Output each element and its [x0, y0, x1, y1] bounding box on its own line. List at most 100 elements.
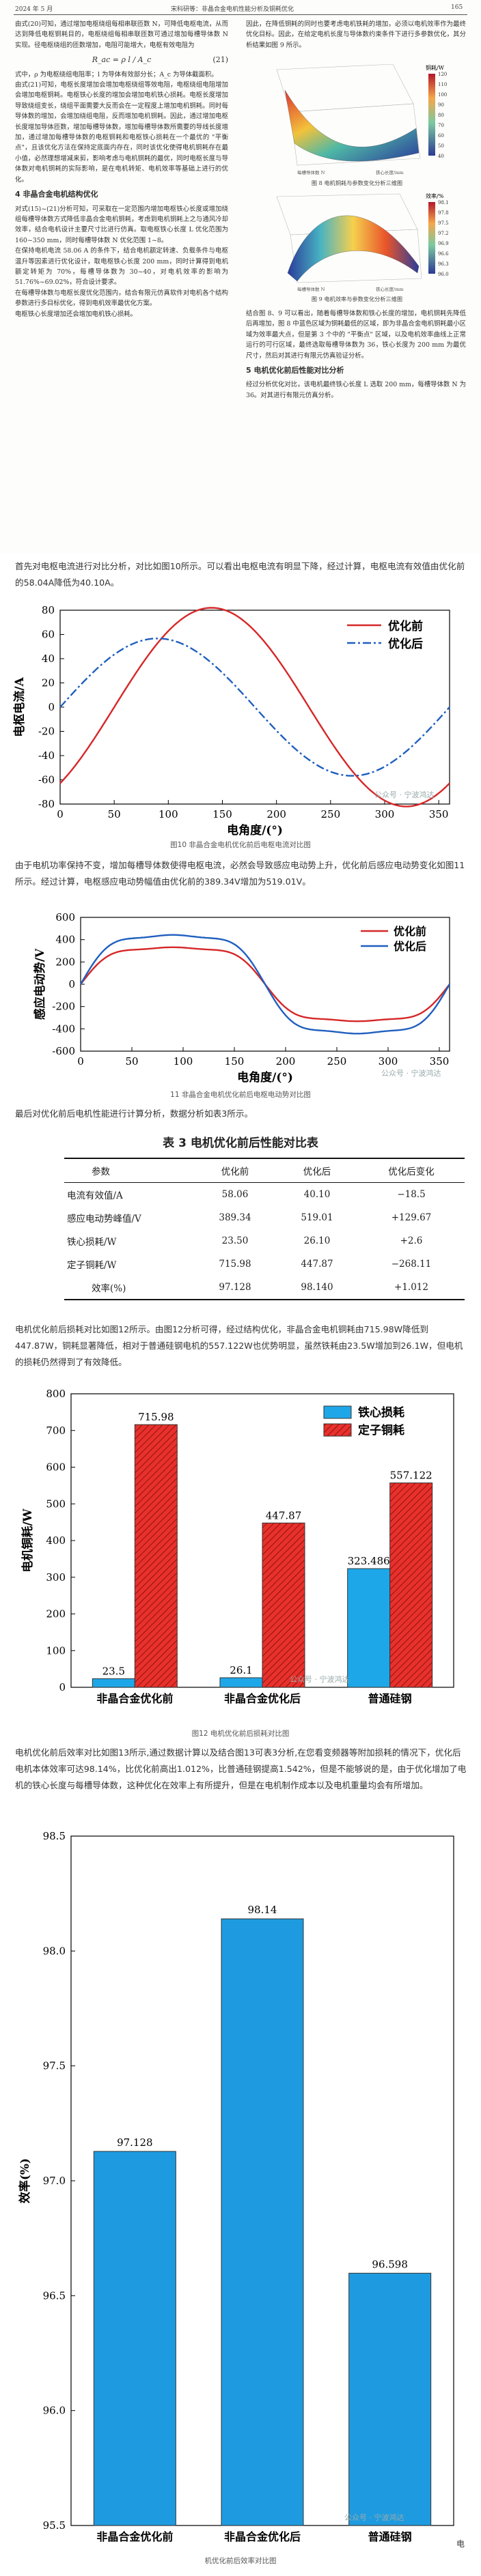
x-tick-label: 100: [159, 808, 178, 820]
y-tick-label: 98.5: [43, 1830, 66, 1842]
fig13-caption: 机优化前后效率对比图: [204, 2557, 277, 2565]
y-tick-label: -600: [52, 1045, 75, 1057]
fig9-x-axis-label: 每槽导体数 N: [297, 286, 325, 292]
colorbar-tick-label: 100: [438, 92, 447, 98]
bar-value-label: 96.598: [372, 2258, 408, 2270]
x-tick-label: 250: [327, 1055, 347, 1068]
table3-cell: 389.34: [219, 1212, 251, 1223]
fig9-y-axis-label: 铁心长度/mm: [376, 286, 404, 292]
fig8-box-front: [290, 103, 421, 166]
table3-row: 效率(%) 97.128 98.140 +1.012: [64, 1276, 465, 1299]
bar-iron-loss: [92, 1678, 135, 1688]
fig10-plot-group: 0 50 100 150 200 250 300 350 -80 -60 -40 -20 0 20 40 60…: [12, 604, 450, 838]
fig13-plot-group: 95.5 96.0 96.5 97.0 97.5 98.0 98.5 效率(%) 97.128 非…: [18, 1830, 454, 2543]
category-label: 非晶合金优化后: [224, 1692, 301, 1705]
colorbar-tick-label: 110: [438, 82, 447, 87]
fig12-loss-chart: 0 100 200 300 400 500 600 700 800 电机铜耗/W 非晶合金优化前 23…: [20, 1388, 454, 1705]
x-tick-label: 150: [212, 808, 232, 820]
equation-number: (21): [212, 55, 228, 65]
legend-label: 优化后: [394, 940, 426, 953]
y-tick-label: 97.5: [43, 2060, 66, 2072]
fig8-colorbar: [428, 74, 435, 156]
legend-label: 优化前: [394, 925, 426, 938]
fig8-colorbar-labels: 120 110 100 90 80 70 60 50 40: [438, 72, 447, 159]
bar-value-label: 98.14: [248, 1904, 277, 1916]
bar-iron-loss: [219, 1677, 263, 1688]
fig11-plot-group: 0 50 100 150 200 250 300 350 -600 -400 -200 0 200 400…: [33, 911, 451, 1085]
colorbar-tick-label: 120: [438, 72, 447, 77]
category-label: 普通硅钢: [368, 1692, 412, 1705]
bar-value-label: 97.128: [117, 2136, 153, 2149]
fig9-colorbar-labels: 98.1 97.8 97.5 97.2 96.9 96.6 96.3 96.0: [438, 200, 449, 277]
x-tick-label: 250: [321, 808, 341, 820]
table3-header-cell: 优化后变化: [388, 1167, 435, 1177]
y-tick-label: 100: [46, 1644, 66, 1657]
table3-header-cell: 参数: [92, 1167, 110, 1177]
fig8-surface: [284, 89, 420, 162]
y-tick-label: 400: [46, 1534, 66, 1547]
x-tick-label: 100: [174, 1055, 193, 1068]
table3-cell: 铁心损耗/W: [67, 1237, 117, 1248]
table3-row: 感应电动势峰值/V 389.34 519.01 +129.67: [64, 1206, 465, 1229]
y-tick-label: 60: [42, 629, 55, 641]
category-label: 非晶合金优化后: [224, 2530, 301, 2543]
table3-row: 电流有效值/A 58.06 40.10 −18.5: [64, 1183, 465, 1206]
y-tick-label: 700: [46, 1425, 66, 1437]
y-tick-label: -400: [52, 1022, 75, 1035]
fig8-caption: 图 8 电机铜耗与参数变化分析三维图: [311, 180, 403, 186]
legend-swatch: [323, 1423, 352, 1437]
series-line-after: [59, 638, 450, 777]
table3-cell: 97.128: [219, 1282, 251, 1293]
table3-bottom-rule: [64, 1299, 465, 1300]
fig8-x-axis-label: 每槽导体数 N: [297, 169, 325, 175]
header-title: 宋科研等：非晶合金电机性能分析及铜耗优化: [171, 6, 294, 13]
y-axis-label: 电机铜耗/W: [20, 1508, 35, 1572]
header-rule: [14, 14, 467, 15]
table3-cell: 519.01: [301, 1212, 333, 1223]
section-5-heading: 5 电机优化前后性能对比分析: [246, 366, 344, 375]
y-tick-label: 500: [46, 1498, 66, 1510]
left-paragraph-6: 在每槽导体数与电枢长度优化范围内，结合有限元仿真软件对电机各个结构参数进行多目标…: [15, 289, 228, 308]
bar-value-label: 323.486: [348, 1555, 390, 1567]
bar-value-label: 26.1: [230, 1664, 252, 1676]
left-paragraph-5: 在保持电机电流 58.06 A 的条件下，结合电机额定转速、负载条件与电枢温升等…: [15, 247, 228, 287]
fig13-efficiency-chart: 95.5 96.0 96.5 97.0 97.5 98.0 98.5 效率(%) 97.128 非…: [18, 1830, 454, 2543]
fig9-surface: [287, 215, 420, 282]
watermark-text: 公众号 · 宁波鸿达: [344, 2513, 404, 2522]
table3-container: 参数 优化前 优化后 优化后变化 电流有效值/A 58.06 40.10 −18…: [64, 1158, 465, 1300]
legend-label: 优化前: [388, 619, 423, 633]
header-date: 2024 年 5 月: [15, 6, 53, 13]
table3-cell: +1.012: [394, 1282, 428, 1293]
y-tick-label: -20: [38, 726, 55, 738]
left-paragraph-3: 由式(21)可知，电枢长度增加会增加电枢绕组等效电阻，电枢绕组电阻增加会增加电枢…: [15, 81, 228, 184]
fig10-caption: 图10 非晶合金电机优化前后电枢电流对比图: [170, 841, 311, 849]
paragraph-current-comparison: 首先对电枢电流进行对比分析，对比如图10所示。可以看出电枢电流有明显下降，经过计…: [15, 561, 465, 588]
x-tick-label: 150: [225, 1055, 245, 1068]
y-tick-label: -200: [52, 1001, 75, 1013]
x-tick-label: 50: [125, 1055, 138, 1068]
colorbar-tick-label: 70: [438, 123, 444, 128]
y-tick-label: 40: [42, 653, 55, 665]
bar-value-label: 557.122: [390, 1470, 432, 1482]
watermark-text: 公众号 · 宁波鸿达: [290, 1674, 350, 1684]
y-tick-label: 300: [46, 1571, 66, 1584]
y-tick-label: -40: [38, 749, 55, 762]
right-paragraph-3: 经过分析优化对比，该电机最终铁心长度 L 选取 200 mm，每槽导体数 N 为…: [246, 381, 466, 399]
legend-label: 铁心损耗: [358, 1405, 404, 1420]
fig13-caption-tail: 电: [456, 2539, 465, 2549]
fig9-colorbar: [428, 202, 435, 274]
efficiency-bar: [221, 1918, 304, 2526]
right-column-bottom: 结合图 8、9 可以看出，随着每槽导体数和铁心长度的增加，电机铜耗先降低后再增加…: [246, 309, 466, 401]
table3-row: 铁心损耗/W 23.50 26.10 +2.6: [64, 1229, 465, 1253]
right-column-top: 因此，在降低铜耗的同时也要考虑电机铁耗的增加，必须以电机效率作为最终优化目标。因…: [246, 19, 466, 51]
left-paragraph-1: 由式(20)可知，通过增加电枢绕组每相串联匝数 N，可降低电枢电流，从而达到降低…: [15, 20, 228, 49]
table3-cell: 定子铜耗/W: [67, 1260, 117, 1271]
colorbar-tick-label: 60: [438, 133, 444, 139]
colorbar-tick-label: 98.1: [438, 200, 449, 205]
colorbar-tick-label: 50: [438, 143, 444, 149]
x-tick-label: 50: [108, 808, 121, 820]
x-axis-label: 电角度/(°): [237, 1070, 293, 1085]
efficiency-bar: [93, 2151, 176, 2526]
legend-swatch: [323, 1405, 352, 1419]
colorbar-tick-label: 97.8: [438, 210, 449, 216]
